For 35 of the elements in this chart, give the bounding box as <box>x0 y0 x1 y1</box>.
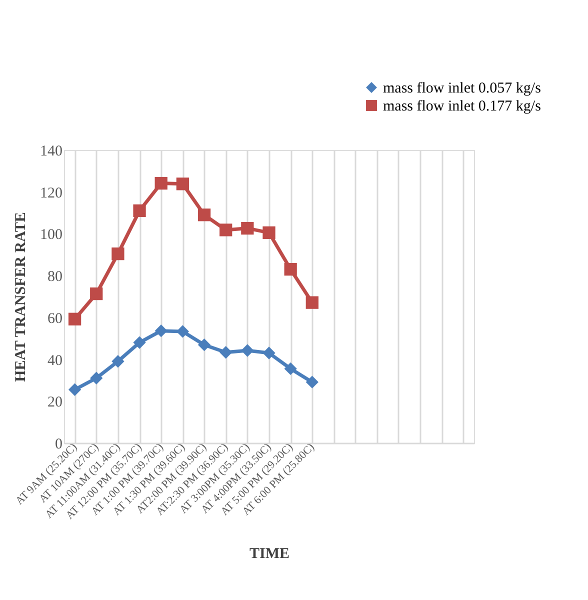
point <box>68 312 82 326</box>
y-tick-label: 120 <box>40 185 62 202</box>
y-tick-label: 20 <box>48 394 62 411</box>
point <box>90 287 103 300</box>
legend-label: mass flow inlet 0.177 kg/s <box>383 98 542 114</box>
point <box>220 224 232 236</box>
point <box>306 376 318 388</box>
y-tick-label: 40 <box>48 352 62 369</box>
point <box>262 346 276 360</box>
point <box>284 362 297 376</box>
y-axis-title: HEAT TRANSFER RATE <box>13 212 29 382</box>
point <box>176 178 190 190</box>
y-tick-label: 60 <box>48 310 62 327</box>
point <box>90 372 103 384</box>
point <box>198 338 211 352</box>
legend-label: mass flow inlet 0.057 kg/s <box>383 80 542 96</box>
x-axis-title: TIME <box>249 546 290 562</box>
point <box>241 222 254 235</box>
point <box>154 176 168 190</box>
y-tick-label: 140 <box>40 144 62 160</box>
point <box>198 208 211 222</box>
point <box>112 247 124 260</box>
point <box>306 296 318 309</box>
point <box>241 344 254 357</box>
point <box>284 262 297 276</box>
point <box>133 336 146 349</box>
y-tick-label: 100 <box>40 227 62 244</box>
point <box>154 324 168 338</box>
point <box>262 226 276 239</box>
point <box>68 383 82 396</box>
point <box>220 346 232 359</box>
point <box>112 355 124 368</box>
point <box>176 325 190 338</box>
y-tick-label: 80 <box>48 269 62 286</box>
point <box>133 204 146 218</box>
